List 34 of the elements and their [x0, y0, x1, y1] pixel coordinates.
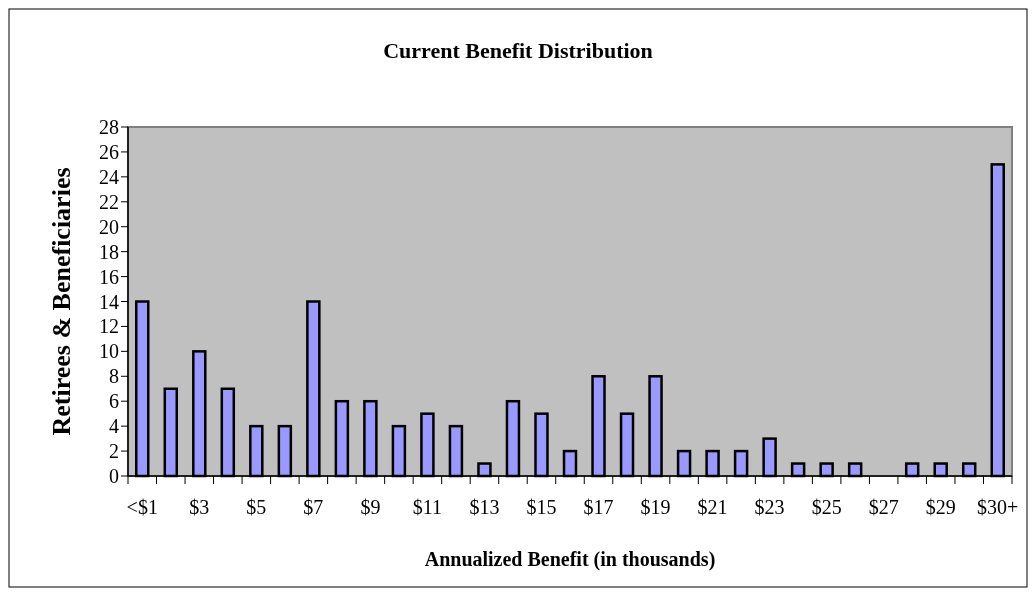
x-tick-label: $27 [868, 496, 899, 518]
x-tick-label: $15 [526, 496, 557, 518]
x-axis-title: Annualized Benefit (in thousands) [424, 548, 716, 571]
x-tick-label: $9 [360, 496, 381, 518]
x-tick-label: $29 [925, 496, 956, 518]
x-tick-label: $3 [189, 496, 210, 518]
x-tick-label: $11 [412, 496, 443, 518]
y-tick-label: 10 [99, 340, 119, 363]
y-tick-label: 18 [99, 240, 119, 263]
y-axis-title: Retirees & Beneficiaries [47, 167, 76, 436]
x-tick-label: $21 [697, 496, 728, 518]
x-tick-label: $25 [811, 496, 842, 518]
y-tick-label: 8 [109, 365, 119, 388]
y-tick-label: 28 [99, 116, 119, 138]
x-tick-label: $13 [469, 496, 500, 518]
y-tick-label: 2 [109, 440, 119, 463]
y-tick-label: 22 [99, 190, 119, 213]
y-tick-label: 16 [99, 265, 119, 288]
y-tick-label: 20 [99, 215, 119, 238]
x-tick-label: $30+ [977, 496, 1019, 518]
x-tick-label: $5 [246, 496, 267, 518]
chart-title: Current Benefit Distribution [383, 38, 653, 63]
y-tick-label: 26 [99, 140, 119, 163]
y-tick-label: 4 [109, 415, 119, 438]
x-tick-label: $19 [640, 496, 671, 518]
y-tick-label: 0 [109, 465, 119, 487]
y-tick-label: 6 [109, 390, 119, 413]
x-tick-label: <$1 [126, 496, 158, 518]
x-tick-label: $17 [583, 496, 614, 518]
x-tick-label: $23 [754, 496, 785, 518]
x-tick-label: $7 [303, 496, 324, 518]
y-tick-label: 14 [99, 290, 119, 313]
y-tick-label: 24 [99, 165, 119, 188]
y-tick-label: 12 [99, 315, 119, 338]
